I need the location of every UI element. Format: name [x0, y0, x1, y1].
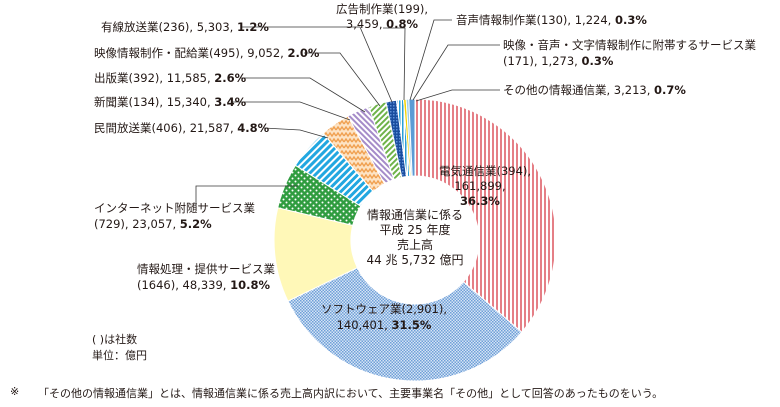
leader-line-futai — [412, 44, 500, 101]
leader-line-kokoku — [383, 27, 406, 101]
label-sonota: その他の情報通信業, 3,213, 0.7% — [503, 83, 686, 97]
label-eizo: 映像情報制作・配給業(495), 9,052, 2.0% — [94, 46, 320, 60]
svg-text:音声情報制作業(130), 1,224, 0.3%: 音声情報制作業(130), 1,224, 0.3% — [456, 13, 647, 27]
label-shuppan: 出版業(392), 11,585, 2.6% — [94, 71, 247, 85]
svg-text:出版業(392), 11,585, 2.6%: 出版業(392), 11,585, 2.6% — [94, 71, 247, 85]
leader-line-onsei — [409, 19, 452, 101]
svg-text:140,401, 31.5%: 140,401, 31.5% — [337, 318, 432, 332]
svg-text:広告制作業(199),: 広告制作業(199), — [336, 2, 428, 16]
donut-slice-1 — [287, 267, 523, 382]
svg-text:インターネット附随サービス業: インターネット附随サービス業 — [94, 201, 255, 215]
label-joho: 情報処理・提供サービス業 (1646), 48,339, 10.8% — [137, 262, 275, 292]
leader-line-yusen — [242, 26, 393, 103]
svg-text:その他の情報通信業, 3,213, 0.7%: その他の情報通信業, 3,213, 0.7% — [503, 83, 686, 97]
svg-text:3,459, 0.8%: 3,459, 0.8% — [346, 17, 419, 31]
label-internet: インターネット附随サービス業 (729), 23,057, 5.2% — [94, 201, 255, 231]
footnote-mark: ※ — [10, 385, 20, 398]
center-label: 情報通信業に係る 平成 25 年度 売上高 44 兆 5,732 億円 — [366, 208, 463, 267]
label-software: ソフトウェア業(2,901), 140,401, 31.5% — [321, 302, 447, 332]
donut-slice-12 — [408, 98, 416, 177]
donut-slice-0 — [414, 98, 557, 333]
legend-note-count: ( )は社数 — [92, 333, 138, 346]
leader-line-shinbun — [232, 101, 351, 121]
svg-text:(729), 23,057, 5.2%: (729), 23,057, 5.2% — [94, 217, 212, 231]
svg-text:(1646), 48,339, 10.8%: (1646), 48,339, 10.8% — [137, 278, 270, 292]
label-onsei: 音声情報制作業(130), 1,224, 0.3% — [456, 13, 647, 27]
label-yusen: 有線放送業(236), 5,303, 1.2% — [101, 20, 269, 34]
leader-line-sonota — [415, 89, 500, 102]
label-shinbun: 新聞業(134), 15,340, 3.4% — [94, 95, 247, 109]
svg-text:映像情報制作・配給業(495), 9,052, 2.0%: 映像情報制作・配給業(495), 9,052, 2.0% — [94, 46, 320, 60]
svg-text:有線放送業(236), 5,303, 1.2%: 有線放送業(236), 5,303, 1.2% — [101, 20, 269, 34]
leader-lines — [195, 19, 500, 206]
svg-text:新聞業(134), 15,340, 3.4%: 新聞業(134), 15,340, 3.4% — [94, 95, 247, 109]
svg-text:161,899,: 161,899, — [454, 179, 505, 193]
svg-text:36.3%: 36.3% — [460, 194, 500, 208]
center-line-1: 情報通信業に係る — [367, 208, 463, 222]
label-futai: 映像・音声・文字情報制作に附帯するサービス業 (171), 1,273, 0.3… — [503, 38, 756, 68]
leader-line-eizo — [304, 52, 381, 107]
leader-line-internet — [195, 185, 298, 206]
label-minkan: 民間放送業(406), 21,587, 4.8% — [94, 121, 270, 135]
center-line-3: 売上高 — [397, 237, 433, 252]
svg-text:(171), 1,273, 0.3%: (171), 1,273, 0.3% — [503, 54, 614, 68]
legend-note-unit: 単位：億円 — [92, 349, 147, 362]
center-line-2: 平成 25 年度 — [380, 222, 451, 237]
center-line-4: 44 兆 5,732 億円 — [366, 253, 463, 267]
svg-text:情報処理・提供サービス業: 情報処理・提供サービス業 — [137, 262, 275, 276]
svg-text:映像・音声・文字情報制作に附帯するサービス業: 映像・音声・文字情報制作に附帯するサービス業 — [503, 38, 756, 52]
label-kokoku: 広告制作業(199), 3,459, 0.8% — [336, 2, 428, 31]
svg-text:民間放送業(406), 21,587, 4.8%: 民間放送業(406), 21,587, 4.8% — [94, 121, 270, 135]
leader-line-minkan — [263, 127, 329, 139]
leader-line-shuppan — [240, 77, 366, 113]
footnote-text: 「その他の情報通信業」とは、情報通信業に係る売上高内訳において、主要事業名「その… — [38, 387, 664, 400]
svg-text:電気通信業(394),: 電気通信業(394), — [439, 164, 531, 178]
svg-text:ソフトウェア業(2,901),: ソフトウェア業(2,901), — [321, 302, 447, 316]
label-denki: 電気通信業(394), 161,899, 36.3% — [439, 164, 531, 208]
